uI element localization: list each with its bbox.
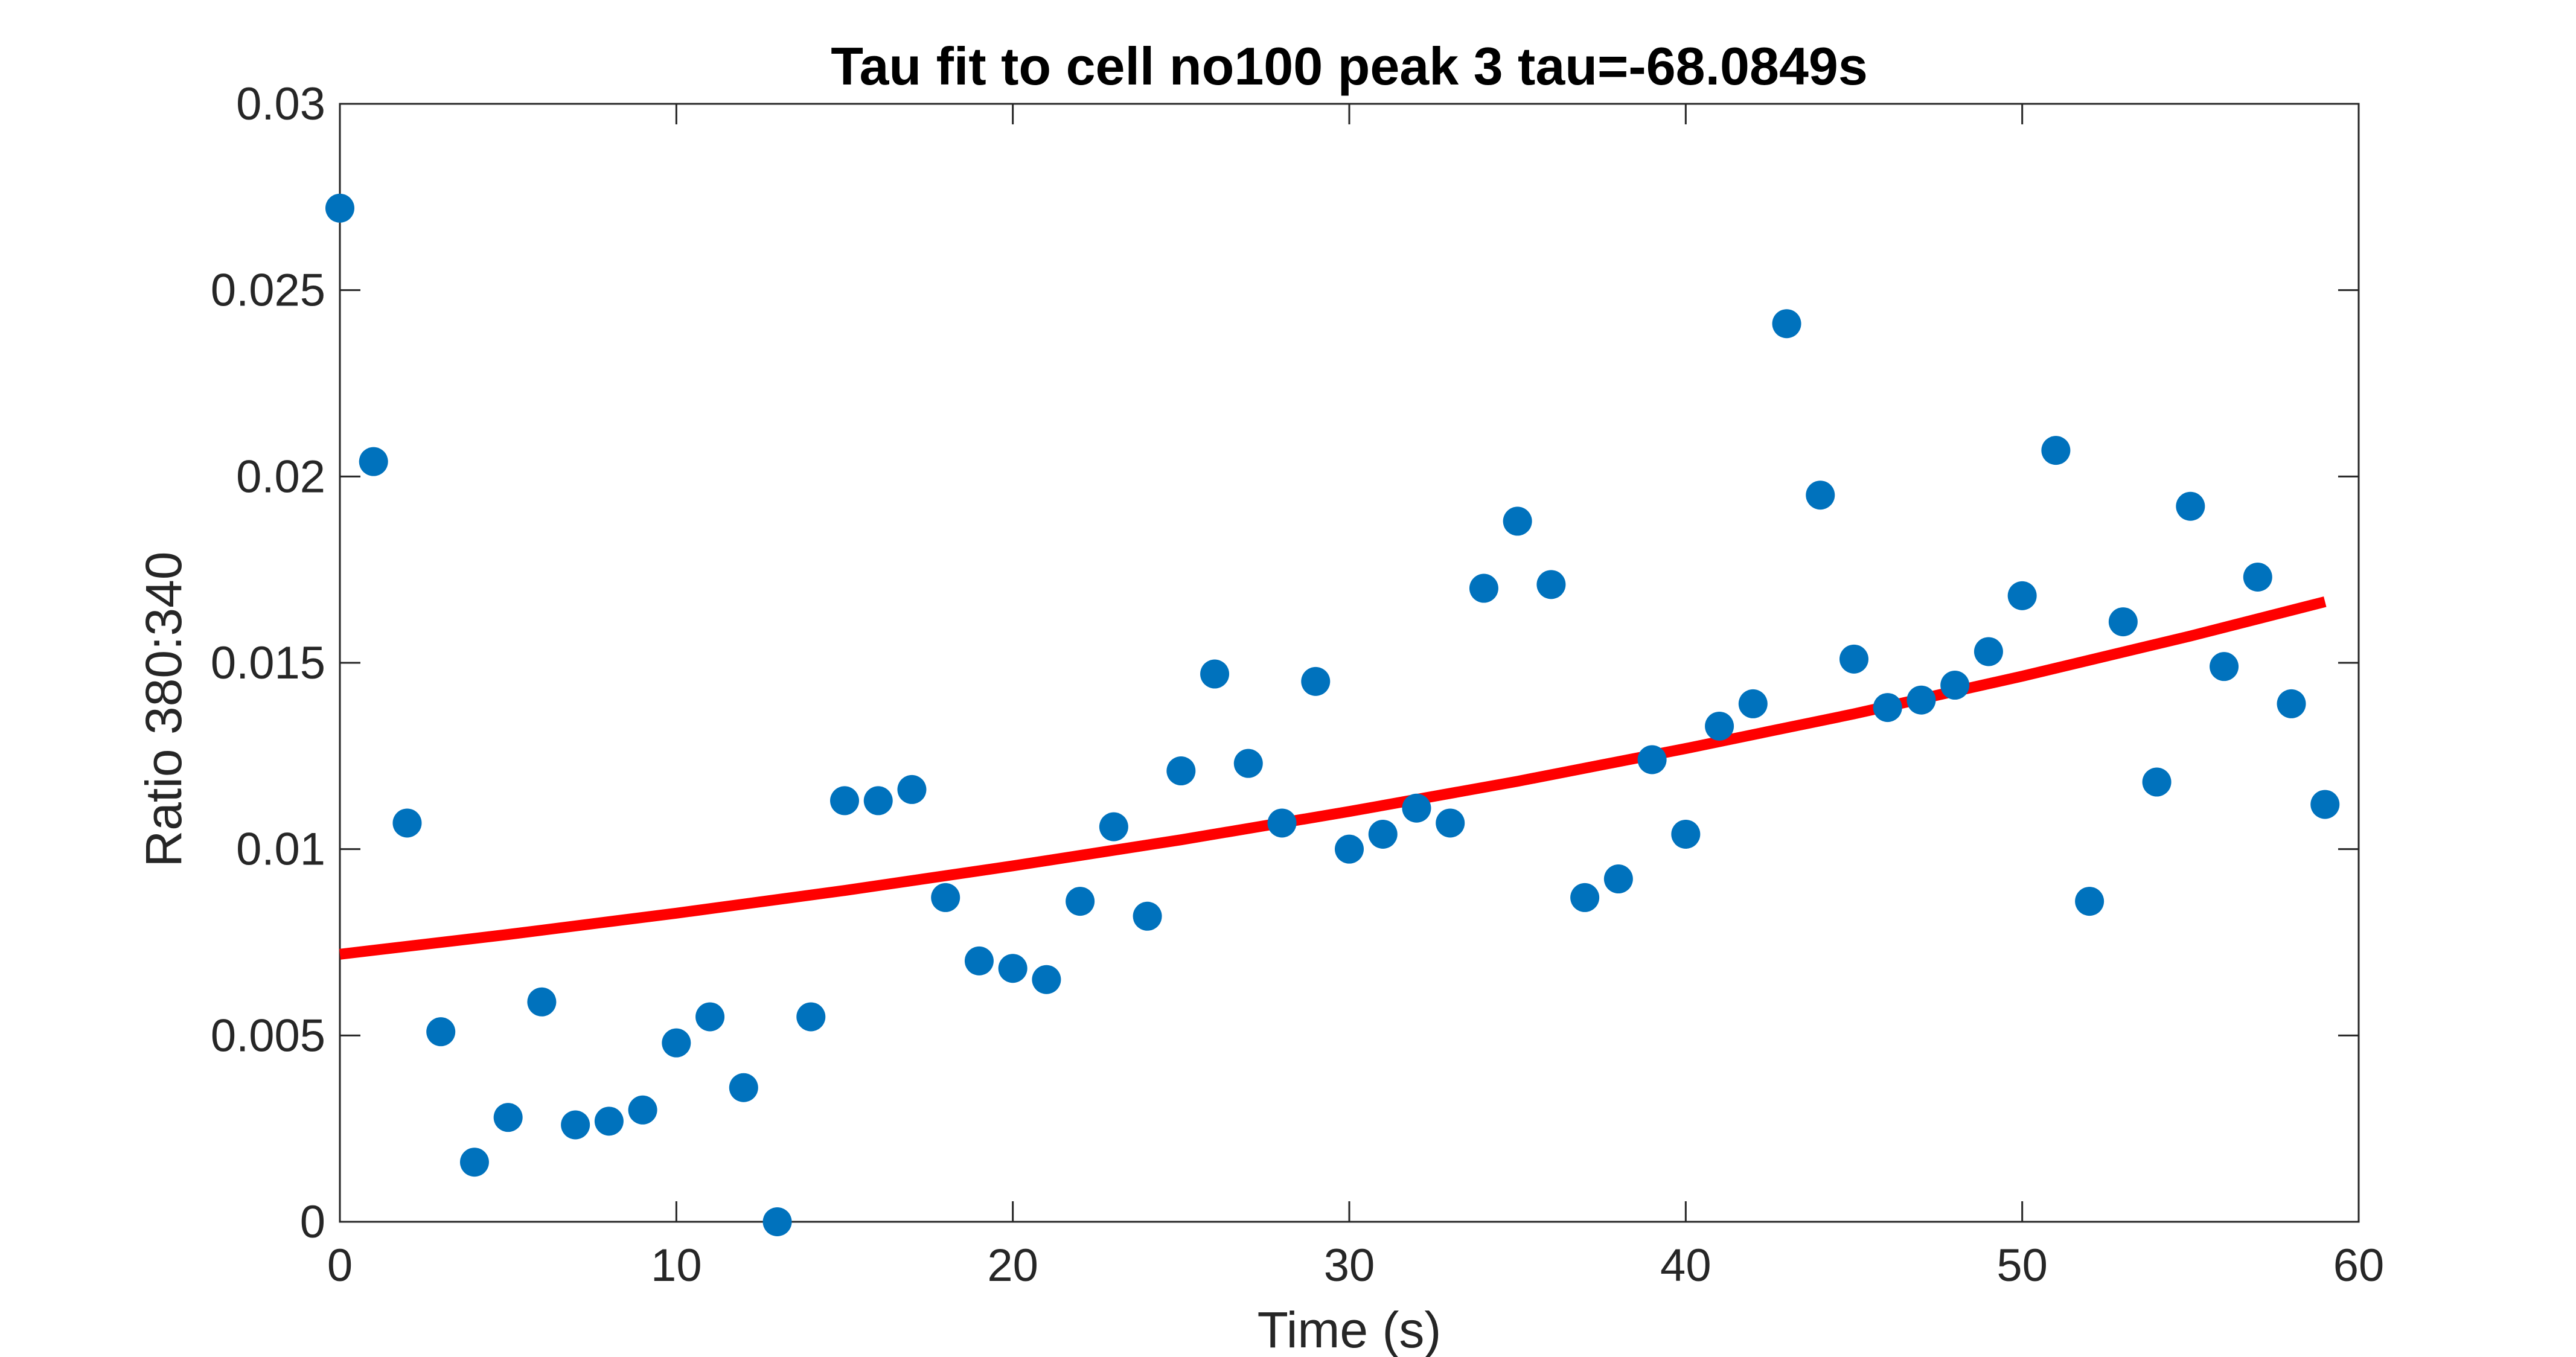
data-point — [2210, 652, 2239, 682]
data-point — [392, 808, 422, 838]
data-point — [2007, 581, 2037, 610]
data-point — [1839, 644, 1868, 674]
data-point — [594, 1106, 624, 1136]
data-point — [527, 987, 557, 1017]
x-tick-label: 40 — [1660, 1240, 1711, 1291]
data-point — [2142, 767, 2172, 797]
data-point — [1301, 666, 1331, 696]
data-point — [1806, 481, 1835, 510]
data-point — [1032, 965, 1061, 994]
data-point — [1503, 506, 1532, 536]
data-point — [1671, 819, 1701, 849]
data-point — [2310, 790, 2340, 819]
data-point — [931, 883, 960, 912]
data-point — [1166, 756, 1196, 786]
data-point — [2108, 607, 2138, 637]
data-point — [628, 1095, 657, 1125]
data-point — [2277, 689, 2306, 718]
data-point — [1637, 745, 1667, 774]
data-point — [1974, 637, 2003, 666]
data-point — [1705, 711, 1734, 741]
data-point — [2243, 563, 2272, 592]
data-point — [964, 946, 994, 975]
data-point — [1772, 309, 1801, 339]
data-point — [1267, 808, 1297, 838]
x-axis-label: Time (s) — [1258, 1301, 1442, 1357]
data-point — [1906, 685, 1936, 715]
data-point — [998, 954, 1028, 983]
y-tick-label: 0.025 — [211, 265, 325, 316]
data-point — [1133, 901, 1162, 931]
y-tick-label: 0.03 — [236, 78, 325, 130]
data-point — [796, 1002, 826, 1032]
data-point — [729, 1073, 758, 1102]
x-tick-label: 20 — [987, 1240, 1038, 1291]
data-point — [2176, 491, 2205, 521]
tick-labels: 0 10 20 30 40 50 60 0 0.005 0.01 0.015 0.02 0.025 0.0… — [211, 78, 2384, 1291]
data-point — [662, 1028, 691, 1058]
data-point — [762, 1207, 792, 1236]
y-tick-label: 0 — [300, 1196, 325, 1248]
x-tick-label: 60 — [2333, 1240, 2385, 1291]
data-point — [2075, 887, 2105, 916]
data-point — [459, 1148, 489, 1177]
x-tick-label: 10 — [651, 1240, 702, 1291]
data-point — [1738, 689, 1768, 718]
data-point — [2041, 436, 2071, 465]
chart-title: Tau fit to cell no100 peak 3 tau=-68.084… — [831, 36, 1868, 96]
data-point — [863, 786, 893, 816]
data-point — [1536, 570, 1566, 599]
data-point — [1570, 883, 1600, 912]
fit-curve — [339, 596, 2327, 960]
data-point — [1940, 671, 1970, 700]
data-point — [1436, 808, 1465, 838]
data-point — [830, 786, 859, 816]
data-point — [1066, 887, 1095, 916]
data-point — [1099, 812, 1128, 841]
y-tick-label: 0.02 — [236, 451, 325, 502]
y-tick-label: 0.005 — [211, 1010, 325, 1061]
data-point — [561, 1110, 590, 1140]
data-point — [426, 1017, 456, 1047]
data-marks — [325, 193, 2340, 1236]
data-point — [1469, 573, 1498, 603]
y-tick-label: 0.01 — [236, 824, 325, 875]
data-point — [1335, 834, 1364, 864]
x-tick-label: 30 — [1324, 1240, 1375, 1291]
y-axis-label: Ratio 380:340 — [135, 551, 192, 867]
data-point — [1368, 819, 1398, 849]
data-point — [1402, 793, 1431, 823]
data-point — [1603, 864, 1633, 894]
plot-axes — [339, 103, 2360, 1223]
data-point — [695, 1002, 725, 1032]
data-point — [1200, 659, 1230, 689]
x-tick-label: 0 — [327, 1240, 353, 1291]
data-point — [1873, 693, 1902, 723]
x-tick-label: 50 — [1996, 1240, 2048, 1291]
data-point — [897, 774, 927, 804]
y-tick-label: 0.015 — [211, 637, 325, 689]
data-point — [493, 1103, 523, 1132]
data-point — [325, 193, 354, 223]
data-point — [1233, 749, 1263, 778]
data-point — [359, 447, 388, 476]
